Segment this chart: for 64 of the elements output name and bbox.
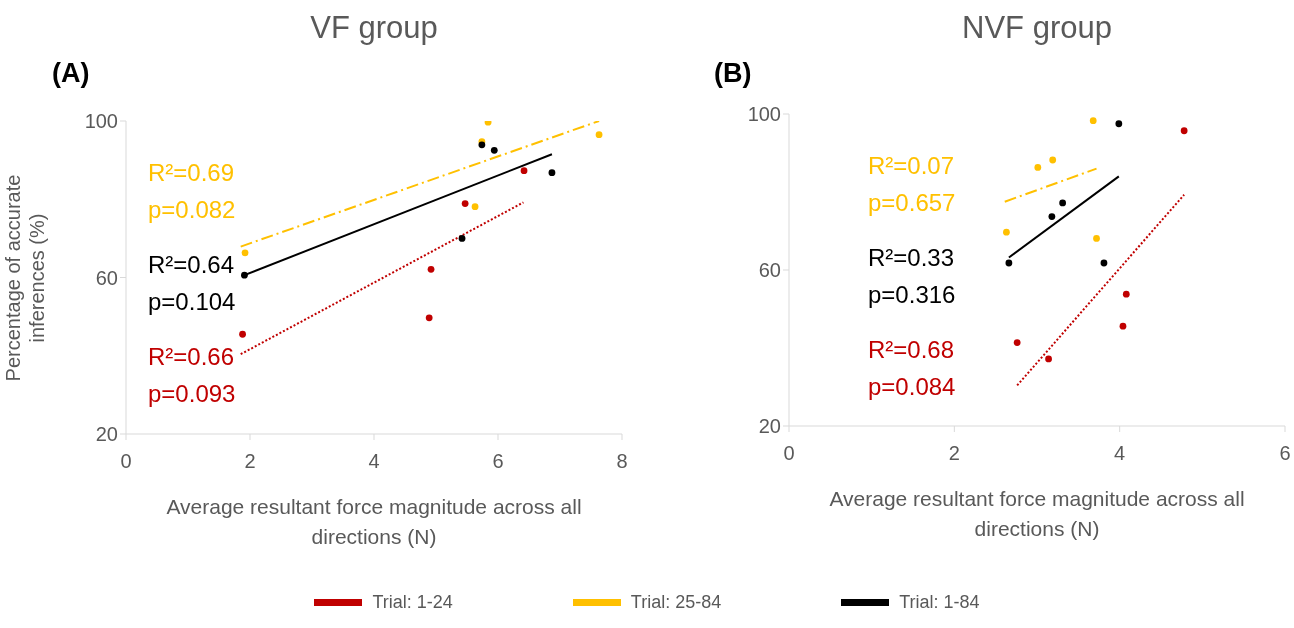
chart-title: VF group (309, 10, 439, 46)
text: (A) (52, 58, 90, 89)
point (1119, 322, 1127, 330)
annotation: p=0.082 (148, 196, 236, 224)
legend-label: Trial: 1-84 (899, 592, 980, 613)
x-tick-label: 6 (1279, 442, 1291, 465)
y-tick-label: 20 (758, 415, 781, 438)
point (1093, 235, 1100, 242)
x-tick-label: 0 (120, 450, 132, 473)
point (239, 330, 246, 338)
y-tick-label: 100 (747, 103, 781, 126)
annotation: R²=0.64 (148, 251, 235, 279)
point (1005, 259, 1013, 267)
point (471, 203, 479, 211)
annotation: R²=0.07 (868, 152, 955, 180)
point (1048, 213, 1056, 220)
point (520, 167, 528, 175)
x-axis-title: Average resultant force magnitude across all directions (N) (828, 486, 1246, 542)
point (1089, 117, 1097, 125)
text: (B) (714, 58, 752, 89)
annotation: p=0.084 (868, 373, 956, 401)
point (461, 200, 469, 207)
y-tick-label: 20 (95, 423, 118, 446)
x-tick-label: 2 (244, 450, 256, 473)
y-tick-label: 60 (758, 259, 781, 282)
point (458, 234, 466, 242)
x-tick-label: 6 (492, 450, 504, 473)
point (1100, 259, 1108, 267)
legend-label: Trial: 1-24 (372, 592, 453, 613)
point (595, 131, 603, 139)
x-tick-label: 8 (616, 450, 628, 473)
x-tick-label: 0 (783, 442, 795, 465)
point (1049, 156, 1057, 164)
point (1122, 290, 1130, 298)
point (548, 169, 556, 177)
chart-title: NVF group (961, 10, 1113, 46)
point (1045, 355, 1052, 363)
point (1013, 339, 1021, 346)
legend-label: Trial: 25-84 (630, 592, 722, 613)
annotation: p=0.657 (868, 189, 956, 217)
annotation: p=0.316 (868, 281, 956, 309)
point (1059, 199, 1067, 207)
y-tick-label: 60 (95, 266, 118, 289)
point (1003, 228, 1010, 236)
x-tick-label: 4 (368, 450, 380, 473)
y-axis-title: Percentage of accurate inferences (%) (1, 173, 49, 383)
annotation: p=0.104 (148, 288, 236, 316)
point (1180, 127, 1188, 135)
x-axis-title: Average resultant force magnitude across all directions (N) (165, 494, 583, 550)
annotation: R²=0.66 (148, 343, 235, 371)
x-tick-label: 4 (1114, 442, 1126, 465)
point (427, 265, 435, 273)
point (1115, 120, 1123, 128)
point (425, 314, 433, 322)
annotation: p=0.093 (148, 380, 236, 408)
x-tick-label: 2 (948, 442, 960, 465)
point (241, 249, 249, 257)
y-tick-label: 100 (84, 110, 118, 133)
point (490, 146, 498, 154)
annotation: R²=0.33 (868, 244, 955, 272)
point (1034, 164, 1042, 171)
point (241, 271, 248, 279)
annotation: R²=0.69 (148, 159, 235, 187)
annotation: R²=0.68 (868, 336, 955, 364)
